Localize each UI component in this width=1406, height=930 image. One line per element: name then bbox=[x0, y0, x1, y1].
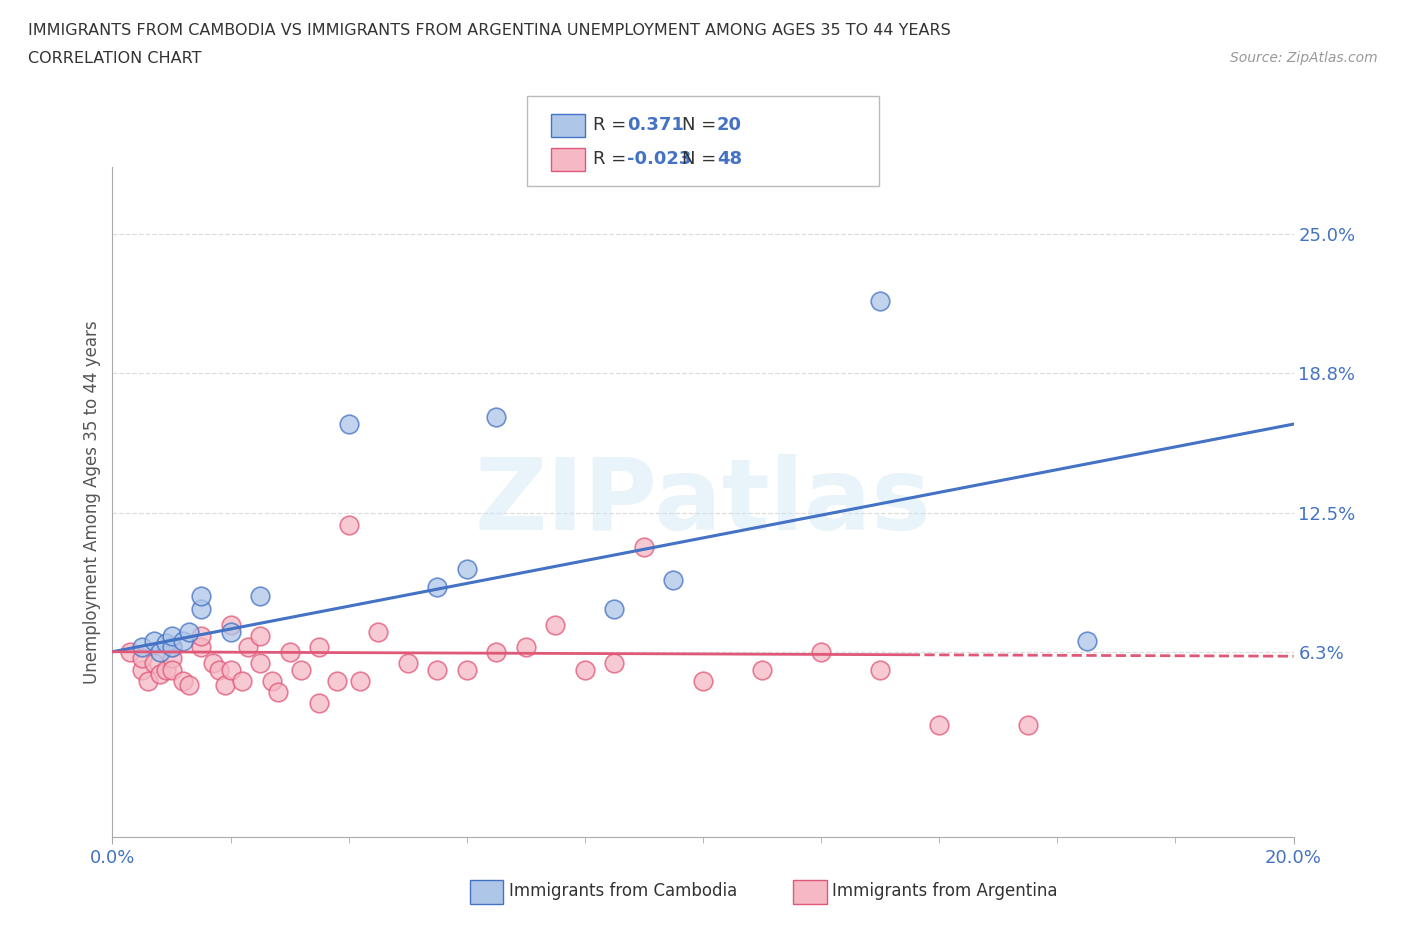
Text: ZIPatlas: ZIPatlas bbox=[475, 454, 931, 551]
Point bbox=[869, 662, 891, 677]
Point bbox=[337, 417, 360, 432]
Point bbox=[249, 656, 271, 671]
Point bbox=[149, 667, 172, 682]
Point bbox=[219, 662, 242, 677]
Point bbox=[396, 656, 419, 671]
Point bbox=[131, 662, 153, 677]
Point bbox=[190, 602, 212, 617]
Point bbox=[751, 662, 773, 677]
Point bbox=[190, 629, 212, 644]
Point bbox=[308, 640, 330, 655]
Point bbox=[142, 656, 165, 671]
Point bbox=[219, 624, 242, 639]
Point bbox=[928, 718, 950, 733]
Point bbox=[131, 640, 153, 655]
Text: N =: N = bbox=[682, 150, 721, 167]
Point bbox=[142, 633, 165, 648]
Point bbox=[231, 673, 253, 688]
Point bbox=[603, 602, 626, 617]
Text: Immigrants from Cambodia: Immigrants from Cambodia bbox=[509, 882, 737, 900]
Point bbox=[260, 673, 283, 688]
Point bbox=[160, 662, 183, 677]
Point bbox=[160, 651, 183, 666]
Point bbox=[456, 562, 478, 577]
Point bbox=[485, 644, 508, 659]
Point bbox=[290, 662, 312, 677]
Point bbox=[190, 589, 212, 604]
Text: N =: N = bbox=[682, 115, 721, 134]
Point bbox=[485, 410, 508, 425]
Point bbox=[367, 624, 389, 639]
Point bbox=[160, 640, 183, 655]
Point bbox=[149, 644, 172, 659]
Point bbox=[544, 618, 567, 632]
Point bbox=[662, 573, 685, 588]
Text: 0.371: 0.371 bbox=[627, 115, 683, 134]
Point bbox=[426, 662, 449, 677]
Point bbox=[1017, 718, 1039, 733]
Point bbox=[131, 651, 153, 666]
Point bbox=[278, 644, 301, 659]
Point bbox=[426, 579, 449, 594]
Point bbox=[326, 673, 349, 688]
Text: IMMIGRANTS FROM CAMBODIA VS IMMIGRANTS FROM ARGENTINA UNEMPLOYMENT AMONG AGES 35: IMMIGRANTS FROM CAMBODIA VS IMMIGRANTS F… bbox=[28, 23, 950, 38]
Point bbox=[456, 662, 478, 677]
Text: 48: 48 bbox=[717, 150, 742, 167]
Point bbox=[249, 629, 271, 644]
Point bbox=[574, 662, 596, 677]
Point bbox=[179, 624, 201, 639]
Point bbox=[179, 678, 201, 693]
Point bbox=[214, 678, 236, 693]
Point bbox=[692, 673, 714, 688]
Point bbox=[155, 635, 177, 650]
Text: Immigrants from Argentina: Immigrants from Argentina bbox=[832, 882, 1057, 900]
Text: R =: R = bbox=[593, 150, 633, 167]
Point bbox=[249, 589, 271, 604]
Point bbox=[603, 656, 626, 671]
Text: CORRELATION CHART: CORRELATION CHART bbox=[28, 51, 201, 66]
Point bbox=[869, 294, 891, 309]
Point bbox=[136, 673, 159, 688]
Text: R =: R = bbox=[593, 115, 633, 134]
Point bbox=[201, 656, 224, 671]
Point bbox=[267, 684, 290, 699]
Point bbox=[120, 644, 142, 659]
Point bbox=[208, 662, 231, 677]
Point bbox=[190, 640, 212, 655]
Point bbox=[810, 644, 832, 659]
Y-axis label: Unemployment Among Ages 35 to 44 years: Unemployment Among Ages 35 to 44 years bbox=[83, 321, 101, 684]
Point bbox=[238, 640, 260, 655]
Point bbox=[1076, 633, 1098, 648]
Point bbox=[219, 618, 242, 632]
Point bbox=[515, 640, 537, 655]
Text: Source: ZipAtlas.com: Source: ZipAtlas.com bbox=[1230, 51, 1378, 65]
Point bbox=[155, 662, 177, 677]
Point bbox=[160, 629, 183, 644]
Text: 20: 20 bbox=[717, 115, 742, 134]
Point bbox=[172, 633, 194, 648]
Text: -0.023: -0.023 bbox=[627, 150, 692, 167]
Point bbox=[349, 673, 371, 688]
Point bbox=[172, 673, 194, 688]
Point bbox=[308, 696, 330, 711]
Point bbox=[160, 640, 183, 655]
Point bbox=[337, 517, 360, 532]
Point bbox=[633, 539, 655, 554]
